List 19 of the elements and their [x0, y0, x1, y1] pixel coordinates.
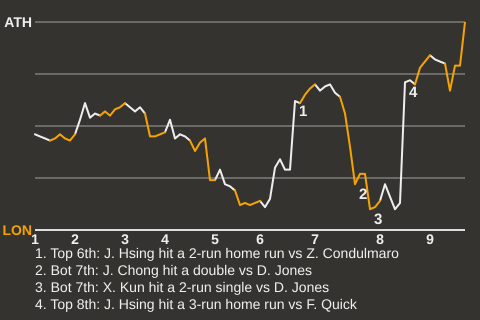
text: 3. Bot 7th: X. Kun hit a 2-run single vs D. Jones — [35, 279, 330, 296]
x-tick-label: 9 — [426, 230, 434, 247]
x-tick-label: 3 — [121, 230, 130, 247]
annotation: 3 — [374, 211, 382, 228]
x-tick-label: 4 — [161, 230, 170, 247]
x-tick-label: 8 — [376, 230, 384, 247]
annotation: 2 — [359, 186, 368, 204]
x-tick-label: 7 — [311, 230, 320, 247]
x-tick-label: 6 — [256, 230, 264, 247]
text: ATH — [4, 13, 32, 31]
text: LON — [2, 221, 32, 239]
x-tick-label: 5 — [211, 230, 220, 247]
text: 4. Top 8th: J. Hsing hit a 3-run home run vs F. Quick — [35, 296, 358, 313]
text: 1. Top 6th: J. Hsing hit a 2-run home run vs Z. Condulmaro — [35, 245, 399, 262]
text: 2. Bot 7th: J. Chong hit a double vs D. Jones — [35, 262, 314, 279]
x-tick-label: 2 — [71, 230, 80, 247]
annotation: 1 — [299, 103, 308, 120]
x-tick-label: 1 — [31, 230, 40, 247]
annotation: 4 — [409, 84, 418, 102]
